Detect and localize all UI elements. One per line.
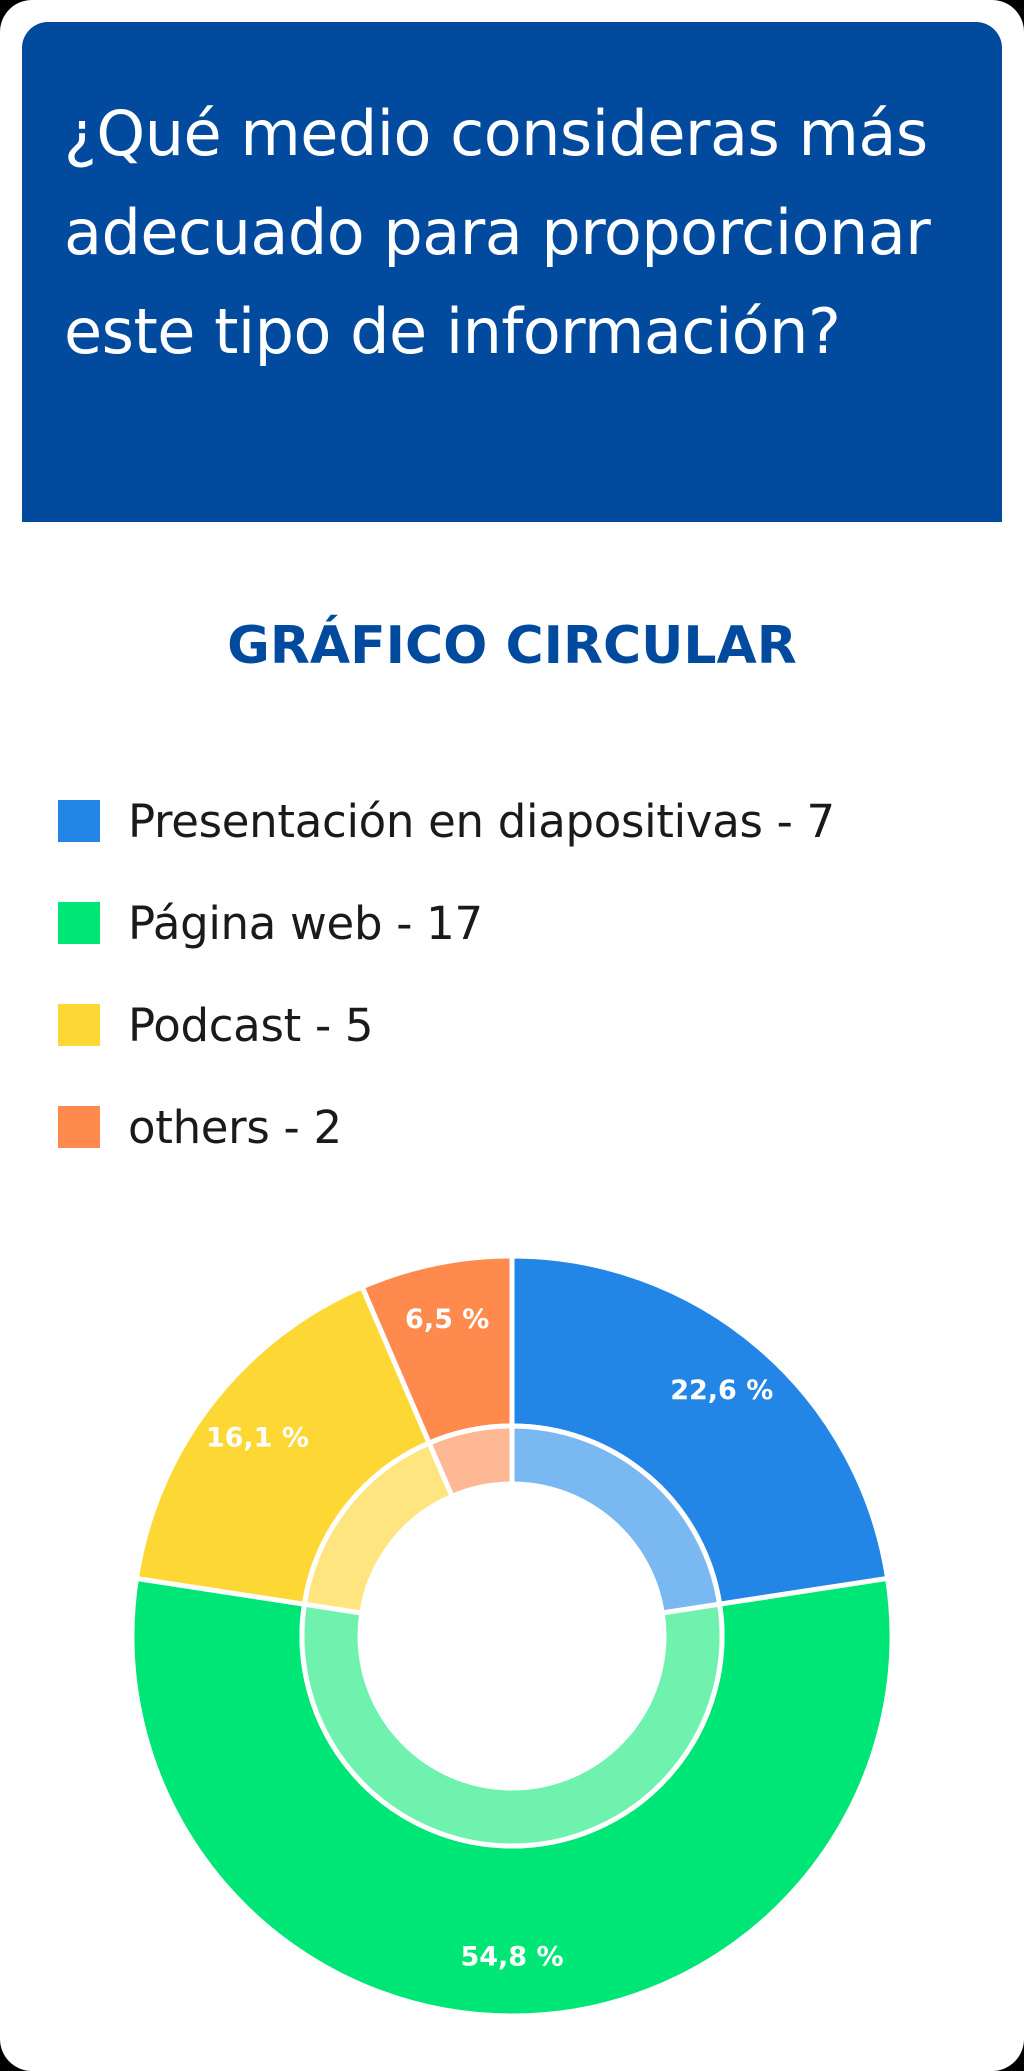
chart-legend: Presentación en diapositivas - 7 Página … <box>58 770 835 1178</box>
donut-hole <box>360 1484 664 1788</box>
legend-swatch-presentacion <box>58 800 100 842</box>
pie-chart: 22,6 % 54,8 % 16,1 % 6,5 % <box>0 1200 1024 2020</box>
slice-label-pagina-web: 54,8 % <box>460 1942 563 1973</box>
legend-label-presentacion: Presentación en diapositivas - 7 <box>128 795 835 848</box>
legend-swatch-others <box>58 1106 100 1148</box>
question-title: ¿Qué medio consideras más adecuado para … <box>64 84 962 381</box>
chart-title: GRÁFICO CIRCULAR <box>0 606 1024 686</box>
legend-item-pagina-web: Página web - 17 <box>58 872 835 974</box>
legend-label-others: others - 2 <box>128 1101 342 1154</box>
legend-label-pagina-web: Página web - 17 <box>128 897 483 950</box>
legend-item-podcast: Podcast - 5 <box>58 974 835 1076</box>
question-banner: ¿Qué medio consideras más adecuado para … <box>22 22 1002 522</box>
legend-label-podcast: Podcast - 5 <box>128 999 373 1052</box>
slice-label-others: 6,5 % <box>405 1304 489 1335</box>
legend-swatch-pagina-web <box>58 902 100 944</box>
slice-label-podcast: 16,1 % <box>206 1422 309 1453</box>
slice-label-presentacion: 22,6 % <box>670 1375 773 1406</box>
legend-swatch-podcast <box>58 1004 100 1046</box>
legend-item-presentacion: Presentación en diapositivas - 7 <box>58 770 835 872</box>
legend-item-others: others - 2 <box>58 1076 835 1178</box>
